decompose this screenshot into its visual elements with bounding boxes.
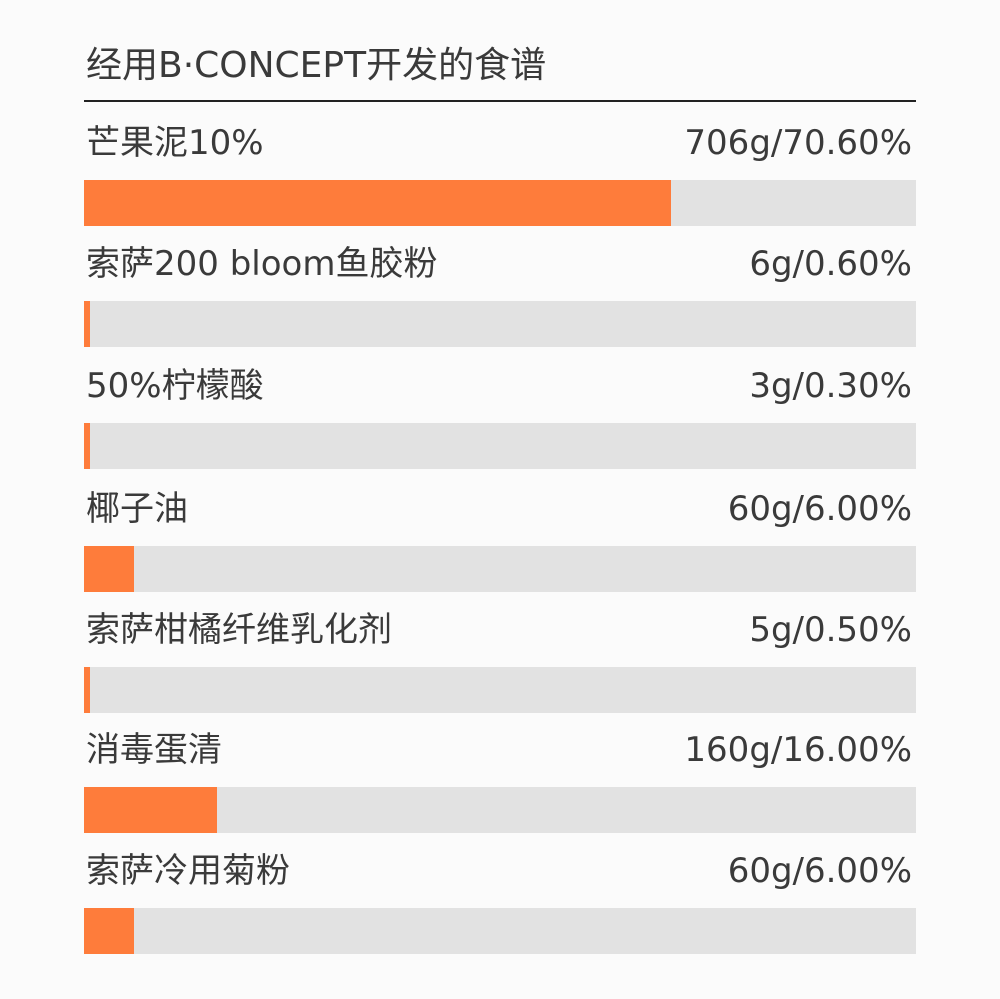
bar-fill xyxy=(84,180,672,226)
chart-title: 经用B·CONCEPT开发的食谱 xyxy=(86,45,547,86)
bar-label: 椰子油 xyxy=(86,489,188,529)
bar-row: 椰子油 60g/6.00% xyxy=(84,468,916,592)
bar-fill xyxy=(84,908,134,954)
bar-fill xyxy=(84,301,90,347)
bar-value-label: 706g/70.60% xyxy=(684,123,912,163)
bar-fill xyxy=(84,546,134,592)
bar-fill xyxy=(84,667,90,713)
bar-fill xyxy=(84,423,90,469)
bar-track xyxy=(84,667,916,713)
bar-label: 索萨冷用菊粉 xyxy=(86,851,290,891)
bar-row: 索萨200 bloom鱼胶粉 6g/0.60% xyxy=(84,223,916,347)
bar-label: 消毒蛋清 xyxy=(86,730,222,770)
bar-row: 50%柠檬酸 3g/0.30% xyxy=(84,345,916,469)
bar-value-label: 160g/16.00% xyxy=(684,730,912,770)
bar-fill xyxy=(84,787,218,833)
bar-value-label: 5g/0.50% xyxy=(749,610,912,650)
bar-row: 索萨冷用菊粉 60g/6.00% xyxy=(84,830,916,954)
bar-row: 索萨柑橘纤维乳化剂 5g/0.50% xyxy=(84,589,916,713)
bar-label: 索萨柑橘纤维乳化剂 xyxy=(86,610,392,650)
bar-track xyxy=(84,546,916,592)
title-divider xyxy=(84,100,916,102)
bar-row: 芒果泥10% 706g/70.60% xyxy=(84,102,916,226)
bar-track xyxy=(84,908,916,954)
bar-value-label: 60g/6.00% xyxy=(727,489,912,529)
bar-row: 消毒蛋清 160g/16.00% xyxy=(84,709,916,833)
bar-track xyxy=(84,787,916,833)
bar-track xyxy=(84,180,916,226)
bar-value-label: 60g/6.00% xyxy=(727,851,912,891)
bar-label: 50%柠檬酸 xyxy=(86,366,264,406)
bar-value-label: 6g/0.60% xyxy=(749,244,912,284)
bar-value-label: 3g/0.30% xyxy=(749,366,912,406)
bar-track xyxy=(84,301,916,347)
bar-label: 索萨200 bloom鱼胶粉 xyxy=(86,244,438,284)
bar-track xyxy=(84,423,916,469)
bar-label: 芒果泥10% xyxy=(86,123,264,163)
